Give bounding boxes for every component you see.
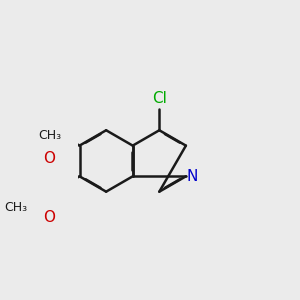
Text: CH₃: CH₃ [38,129,61,142]
Text: O: O [43,210,55,225]
Text: N: N [187,169,198,184]
Text: O: O [43,152,55,166]
Text: CH₃: CH₃ [5,201,28,214]
Text: Cl: Cl [152,91,167,106]
